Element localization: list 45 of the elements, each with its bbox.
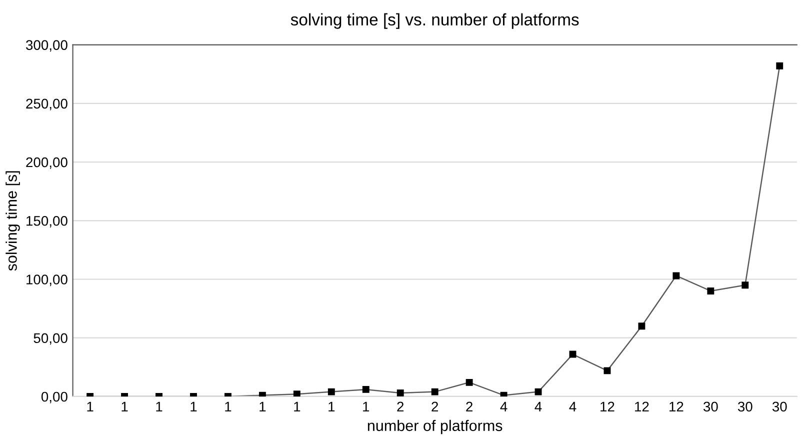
y-tick-label: 250,00 bbox=[26, 98, 68, 110]
point bbox=[604, 367, 611, 374]
point bbox=[534, 388, 542, 396]
y-tick-label: 300,00 bbox=[26, 40, 68, 52]
point bbox=[466, 378, 473, 386]
x-tick-label: 12 bbox=[600, 402, 614, 412]
x-tick-label: 2 bbox=[432, 402, 438, 412]
x-tick-label: 1 bbox=[122, 402, 128, 412]
x-tick-label: 1 bbox=[190, 402, 197, 412]
x-tick-label: 1 bbox=[363, 402, 370, 412]
y-axis-title: solving time [s] bbox=[6, 171, 20, 271]
x-tick-label: 1 bbox=[87, 402, 94, 412]
point bbox=[638, 322, 646, 330]
point bbox=[776, 62, 784, 70]
x-axis-title: number of platforms bbox=[368, 420, 502, 434]
x-tick-label: 2 bbox=[397, 402, 404, 412]
y-tick-label: 50,00 bbox=[34, 333, 68, 345]
x-tick-label: 30 bbox=[738, 402, 752, 412]
x-tick-label: 1 bbox=[294, 402, 300, 412]
x-tick-label: 30 bbox=[703, 402, 718, 412]
x-tick-label: 1 bbox=[156, 402, 162, 412]
point bbox=[707, 288, 714, 294]
x-tick-label: 4 bbox=[500, 402, 508, 412]
point bbox=[293, 390, 300, 396]
y-tick-label: 100,00 bbox=[26, 274, 68, 286]
point bbox=[362, 386, 370, 393]
point bbox=[431, 388, 438, 396]
chart-title: solving time [s] vs. number of platforms bbox=[290, 13, 579, 29]
x-tick-label: 12 bbox=[635, 402, 649, 412]
x-tick-label: 1 bbox=[260, 402, 266, 412]
x-tick-label: 30 bbox=[772, 402, 787, 412]
x-tick-label: 12 bbox=[670, 402, 684, 412]
point bbox=[569, 350, 576, 358]
y-tick-label: 150,00 bbox=[26, 216, 68, 228]
point bbox=[742, 282, 749, 289]
point bbox=[396, 389, 404, 396]
x-tick-label: 4 bbox=[534, 402, 542, 412]
x-tick-label: 2 bbox=[466, 402, 472, 412]
y-tick-label: 0,00 bbox=[41, 392, 68, 404]
x-tick-label: 4 bbox=[569, 402, 576, 412]
point bbox=[672, 272, 680, 280]
point bbox=[328, 388, 335, 396]
x-tick-label: 1 bbox=[328, 402, 335, 412]
y-tick-label: 200,00 bbox=[26, 157, 68, 169]
x-tick-label: 1 bbox=[225, 402, 232, 412]
